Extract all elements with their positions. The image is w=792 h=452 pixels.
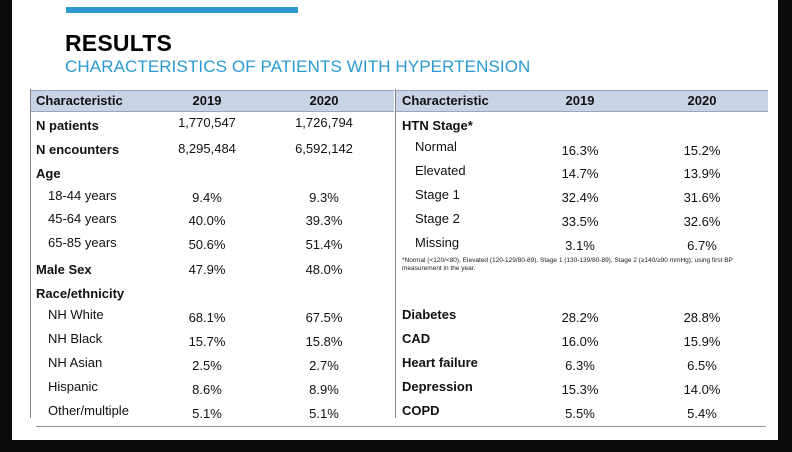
row-label-cad: CAD: [402, 331, 431, 346]
htn-footnote: *Normal (<120/<80), Elevated (120-129/80…: [402, 257, 733, 272]
row-label-hispanic: Hispanic: [48, 379, 98, 394]
row-depression-2019: 15.3%: [561, 382, 599, 397]
row-elevated-2020: 13.9%: [683, 166, 721, 181]
row-label-race-ethnicity: Race/ethnicity: [36, 286, 125, 301]
row-n-patients-2019: 1,770,547: [178, 115, 236, 130]
row-cad-2020: 15.9%: [683, 334, 721, 349]
row-stage-1-2019: 32.4%: [561, 190, 599, 205]
slide-title: RESULTS: [65, 30, 173, 56]
row-label-45-64: 45-64 years: [48, 211, 117, 226]
row-heart-failure-2020: 6.5%: [687, 358, 717, 373]
row-male-sex-2019: 47.9%: [188, 262, 226, 277]
slide-subtitle: CHARACTERISTICS OF PATIENTS WITH HYPERTE…: [65, 57, 531, 76]
left-header-2020: 2020: [309, 93, 339, 108]
row-label-n-encounters: N encounters: [36, 142, 120, 157]
row-65-85-2020: 51.4%: [305, 237, 343, 252]
row-label-missing: Missing: [415, 235, 460, 250]
row-label-diabetes: Diabetes: [402, 307, 457, 322]
row-nh-asian-2019: 2.5%: [192, 358, 222, 373]
row-label-65-85: 65-85 years: [48, 235, 117, 250]
row-label-heart-failure: Heart failure: [402, 355, 478, 370]
row-cad-2019: 16.0%: [561, 334, 599, 349]
row-elevated-2019: 14.7%: [561, 166, 599, 181]
row-nh-black-2019: 15.7%: [188, 334, 226, 349]
accent-bar: [66, 7, 298, 13]
row-copd-2019: 5.5%: [565, 406, 595, 421]
row-18-44-2019: 9.4%: [192, 190, 222, 205]
row-hispanic-2020: 8.9%: [309, 382, 339, 397]
row-stage-1-2020: 31.6%: [683, 190, 721, 205]
row-label-elevated: Elevated: [415, 163, 466, 178]
row-label-htn-stage: HTN Stage*: [402, 118, 473, 133]
row-nh-asian-2020: 2.7%: [309, 358, 339, 373]
row-hispanic-2019: 8.6%: [192, 382, 222, 397]
row-other-multiple-2019: 5.1%: [192, 406, 222, 421]
row-label-n-patients: N patients: [36, 118, 99, 133]
row-diabetes-2019: 28.2%: [561, 310, 599, 325]
row-label-stage-1: Stage 1: [415, 187, 460, 202]
row-nh-black-2020: 15.8%: [305, 334, 343, 349]
row-label-18-44: 18-44 years: [48, 188, 117, 203]
row-label-normal: Normal: [415, 139, 457, 154]
row-copd-2020: 5.4%: [687, 406, 717, 421]
right-header-2020: 2020: [687, 93, 717, 108]
right-table-header-bg: [396, 90, 768, 112]
left-table-border: [30, 89, 31, 418]
row-diabetes-2020: 28.8%: [683, 310, 721, 325]
left-header-characteristic: Characteristic: [36, 93, 123, 108]
row-label-copd: COPD: [402, 403, 440, 418]
row-male-sex-2020: 48.0%: [305, 262, 343, 277]
table-divider: [395, 89, 396, 418]
row-label-age: Age: [36, 166, 61, 181]
left-table-header-bg: [30, 90, 394, 112]
row-label-stage-2: Stage 2: [415, 211, 460, 226]
row-stage-2-2020: 32.6%: [683, 214, 721, 229]
row-other-multiple-2020: 5.1%: [309, 406, 339, 421]
bottom-rule: [36, 426, 766, 427]
row-normal-2020: 15.2%: [683, 143, 721, 158]
row-label-nh-white: NH White: [48, 307, 104, 322]
row-45-64-2019: 40.0%: [188, 213, 226, 228]
row-label-nh-asian: NH Asian: [48, 355, 103, 370]
row-stage-2-2019: 33.5%: [561, 214, 599, 229]
row-65-85-2019: 50.6%: [188, 237, 226, 252]
row-label-male-sex: Male Sex: [36, 262, 92, 277]
row-label-nh-black: NH Black: [48, 331, 103, 346]
right-header-characteristic: Characteristic: [402, 93, 489, 108]
right-header-2019: 2019: [565, 93, 595, 108]
slide: RESULTS CHARACTERISTICS OF PATIENTS WITH…: [12, 0, 778, 440]
row-45-64-2020: 39.3%: [305, 213, 343, 228]
row-label-other-multiple: Other/multiple: [48, 403, 129, 418]
row-18-44-2020: 9.3%: [309, 190, 339, 205]
row-missing-2020: 6.7%: [687, 238, 717, 253]
row-n-patients-2020: 1,726,794: [295, 115, 353, 130]
row-normal-2019: 16.3%: [561, 143, 599, 158]
row-n-encounters-2020: 6,592,142: [295, 141, 353, 156]
row-n-encounters-2019: 8,295,484: [178, 141, 236, 156]
row-missing-2019: 3.1%: [565, 238, 595, 253]
left-header-2019: 2019: [192, 93, 222, 108]
row-nh-white-2019: 68.1%: [188, 310, 226, 325]
row-heart-failure-2019: 6.3%: [565, 358, 595, 373]
row-depression-2020: 14.0%: [683, 382, 721, 397]
row-nh-white-2020: 67.5%: [305, 310, 343, 325]
row-label-depression: Depression: [402, 379, 473, 394]
